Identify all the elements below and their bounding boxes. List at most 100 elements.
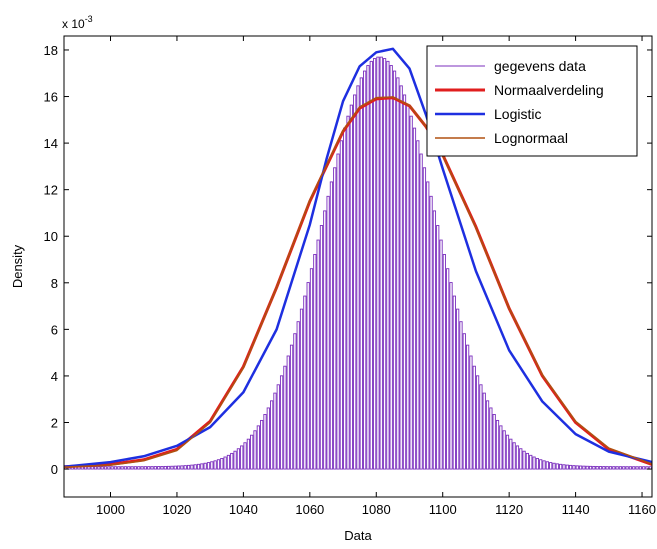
series-line-3 [64, 96, 652, 468]
histogram-bar [263, 414, 267, 470]
histogram-bar [452, 295, 456, 470]
legend-label: Normaalverdeling [494, 82, 604, 98]
histogram-bar [163, 465, 167, 470]
histogram-bar [442, 254, 446, 470]
histogram-bar [509, 438, 513, 470]
histogram-bar [392, 70, 397, 470]
histogram-bar [293, 333, 297, 470]
histogram-bar [612, 466, 616, 470]
histogram-bar [346, 115, 350, 470]
histogram-bar [117, 466, 121, 470]
histogram-bar [635, 466, 639, 470]
histogram-bar [376, 56, 380, 470]
histogram-bar [186, 464, 191, 470]
histogram-bar [120, 466, 124, 470]
histogram-bar [233, 450, 237, 470]
histogram-bars [64, 56, 652, 470]
histogram-bar [107, 466, 111, 470]
histogram-bar [638, 466, 642, 470]
y-exponent-power: -3 [85, 14, 93, 24]
histogram-bar [569, 464, 573, 470]
histogram-bar [103, 466, 108, 470]
histogram-bar [140, 466, 144, 470]
histogram-bar [426, 181, 430, 470]
histogram-bar [485, 400, 490, 470]
y-exponent-base: x 10 [62, 17, 85, 31]
histogram-bar [97, 466, 101, 470]
histogram-bar [356, 85, 360, 470]
x-tick-label: 1040 [229, 502, 258, 517]
fit-lines [64, 47, 652, 469]
histogram-bar [529, 454, 533, 470]
histogram-bar [396, 77, 400, 470]
histogram-bar [196, 463, 201, 470]
y-tick-label: 6 [51, 322, 58, 337]
histogram-bar [539, 459, 543, 470]
histogram-bar [113, 466, 118, 470]
histogram-bar [326, 195, 330, 470]
histogram-bar [608, 466, 613, 470]
histogram-bar [439, 239, 443, 470]
histogram-bar [309, 268, 314, 470]
histogram-bar [127, 466, 131, 470]
histogram-bar [260, 419, 264, 470]
histogram-bar [359, 77, 363, 470]
histogram-bar [220, 458, 224, 470]
histogram-bar [240, 445, 244, 470]
histogram-bar [572, 465, 576, 470]
histogram-bar [283, 365, 287, 470]
histogram-bar [632, 466, 636, 470]
histogram-bar [512, 442, 516, 470]
y-tick-label: 8 [51, 276, 58, 291]
histogram-bar [160, 466, 164, 470]
legend-label: gegevens data [494, 58, 586, 74]
histogram-bar [585, 465, 589, 470]
y-tick-label: 12 [44, 183, 58, 198]
histogram-bar [492, 414, 496, 470]
histogram-bar [276, 384, 280, 470]
histogram-bar [389, 65, 393, 470]
histogram-bar [176, 465, 181, 470]
histogram-bar [475, 375, 480, 470]
histogram-bar [525, 452, 530, 470]
histogram-bar [349, 104, 353, 470]
histogram-bar [210, 461, 214, 470]
histogram-bar [157, 466, 161, 470]
histogram-bar [588, 465, 593, 470]
histogram-bar [456, 308, 460, 470]
histogram-bar [256, 425, 260, 470]
axes-frame [63, 35, 653, 498]
x-tick-label: 1140 [562, 502, 590, 517]
histogram-bar [319, 225, 324, 470]
histogram-bar [170, 465, 174, 470]
x-tick-label: 1080 [362, 502, 391, 517]
x-tick-label: 1000 [96, 502, 125, 517]
histogram-bar [93, 466, 98, 470]
histogram-bar [190, 464, 194, 470]
histogram-bar [382, 58, 387, 470]
histogram-bar [123, 466, 128, 470]
histogram-bar [203, 462, 207, 470]
histogram-bar [542, 460, 546, 470]
histogram-bar [230, 452, 234, 470]
x-axis-ticks: 1000 1020 1040 1060 1080 1100 1120 1140 1160 [96, 36, 656, 517]
histogram-bar [313, 254, 317, 470]
x-tick-label: 1020 [162, 502, 191, 517]
histogram-bar [412, 127, 417, 470]
histogram-bar [422, 167, 427, 470]
histogram-bar [535, 458, 539, 470]
histogram-bar [296, 321, 300, 470]
histogram-bar [147, 466, 151, 470]
histogram-bar [369, 60, 373, 470]
histogram-bar [515, 445, 520, 470]
legend: gegevens data Normaalverdeling Logistic Log… [426, 45, 638, 157]
histogram-bar [605, 466, 609, 470]
histogram-bar [618, 466, 623, 470]
histogram-bar [472, 365, 476, 470]
y-tick-label: 16 [44, 90, 58, 105]
histogram-bar [532, 456, 536, 470]
y-tick-label: 14 [44, 136, 58, 151]
histogram-bar [266, 407, 270, 470]
histogram-bar [625, 466, 629, 470]
